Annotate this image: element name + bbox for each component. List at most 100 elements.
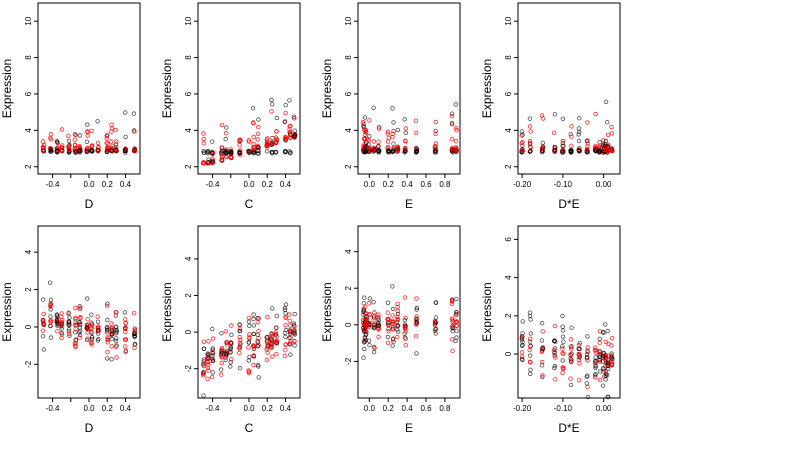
data-point-black (251, 312, 256, 317)
y-tick-label: -2 (24, 360, 33, 368)
data-point-black (292, 311, 297, 317)
data-point-black (282, 305, 288, 311)
x-tick-label: 0.0 (243, 180, 255, 189)
data-point-black (390, 106, 395, 111)
data-point-red (219, 372, 224, 377)
y-tick-label: 2 (184, 293, 193, 298)
plot-frame (517, 2, 621, 175)
data-point-red (598, 377, 603, 383)
data-point-black (584, 381, 589, 386)
y-tick-label: 4 (24, 128, 33, 133)
data-point-black (256, 148, 261, 154)
data-point-red (105, 147, 110, 152)
data-point-red (237, 137, 243, 142)
data-point-red (569, 346, 574, 351)
data-point-red (201, 362, 206, 367)
data-point-black (224, 340, 229, 345)
data-point-black (600, 383, 606, 388)
y-tick-label: 0 (504, 351, 513, 356)
x-tick-label: 0.6 (420, 404, 432, 413)
data-point-red (528, 336, 533, 341)
x-tick-label: -0.4 (206, 404, 220, 413)
data-point-black (361, 355, 366, 360)
data-point-black (123, 110, 128, 115)
data-point-red (205, 376, 210, 381)
x-tick-label: 0.2 (102, 404, 114, 413)
data-point-black (552, 149, 557, 155)
data-point-red (237, 337, 243, 343)
data-point-black (395, 311, 401, 317)
data-point-black (391, 120, 396, 125)
data-point-black (288, 323, 293, 328)
data-point-black (433, 128, 438, 134)
data-point-black (292, 343, 297, 348)
data-point-red (367, 118, 372, 123)
data-point-black (205, 351, 210, 356)
data-point-black (109, 336, 115, 342)
data-point-red (219, 152, 224, 157)
x-tick-label: -0.20 (513, 180, 532, 189)
data-point-red (274, 338, 279, 343)
data-point-red (585, 138, 590, 143)
data-point-red (123, 317, 128, 322)
data-point-black (414, 316, 419, 321)
y-tick-label: 10 (24, 16, 33, 25)
plot-frame (517, 225, 621, 399)
x-tick-label: 0.0 (243, 404, 255, 413)
x-tick-label: 0.2 (383, 180, 395, 189)
x-tick-label: -0.20 (513, 404, 532, 413)
data-point-black (603, 138, 609, 144)
data-point-black (585, 373, 590, 378)
data-point-black (123, 150, 128, 155)
data-point-red (219, 360, 224, 366)
data-point-black (228, 341, 234, 346)
data-point-red (60, 317, 65, 323)
data-point-black (109, 357, 114, 362)
y-tick-label: 6 (344, 91, 353, 96)
data-point-black (89, 148, 95, 153)
data-point-black (414, 351, 419, 356)
data-point-red (569, 124, 574, 129)
data-point-red (270, 354, 275, 359)
data-point-red (292, 338, 297, 344)
data-point-red (66, 146, 72, 152)
data-point-red (568, 376, 573, 381)
data-point-red (48, 318, 53, 323)
data-point-black (449, 111, 455, 116)
data-point-red (201, 131, 206, 136)
data-point-black (604, 371, 609, 377)
data-point-red (287, 329, 293, 334)
data-point-red (454, 323, 459, 328)
data-point-black (376, 124, 382, 130)
x-tick-label: 0.4 (280, 404, 292, 413)
data-point-black (66, 138, 72, 144)
data-point-black (283, 334, 288, 340)
data-point-black (390, 337, 396, 342)
data-point-black (255, 339, 260, 344)
data-point-red (569, 134, 574, 139)
data-point-red (385, 310, 390, 315)
data-point-black (288, 131, 293, 137)
data-point-red (292, 324, 297, 329)
data-point-black (224, 353, 229, 358)
data-point-red (395, 314, 400, 320)
data-point-black (371, 300, 376, 305)
data-point-red (395, 316, 400, 322)
scatter-panel-7: 0.0 0.2 0.4 0.6 0.8 -2 0 2 4 E Expression (320, 225, 461, 435)
data-point-black (396, 329, 401, 334)
data-point-black (395, 147, 400, 153)
data-point-black (283, 311, 288, 316)
data-point-black (433, 315, 439, 320)
data-point-black (292, 128, 297, 133)
data-point-red (201, 339, 207, 344)
data-point-red (414, 130, 419, 135)
data-point-red (386, 135, 391, 141)
data-point-black (224, 125, 229, 130)
data-point-red (609, 124, 614, 130)
data-point-black (54, 147, 60, 153)
data-point-red (553, 377, 558, 382)
data-point-black (282, 119, 287, 125)
data-point-red (450, 324, 455, 329)
data-point-red (114, 355, 119, 360)
data-point-red (237, 326, 243, 331)
